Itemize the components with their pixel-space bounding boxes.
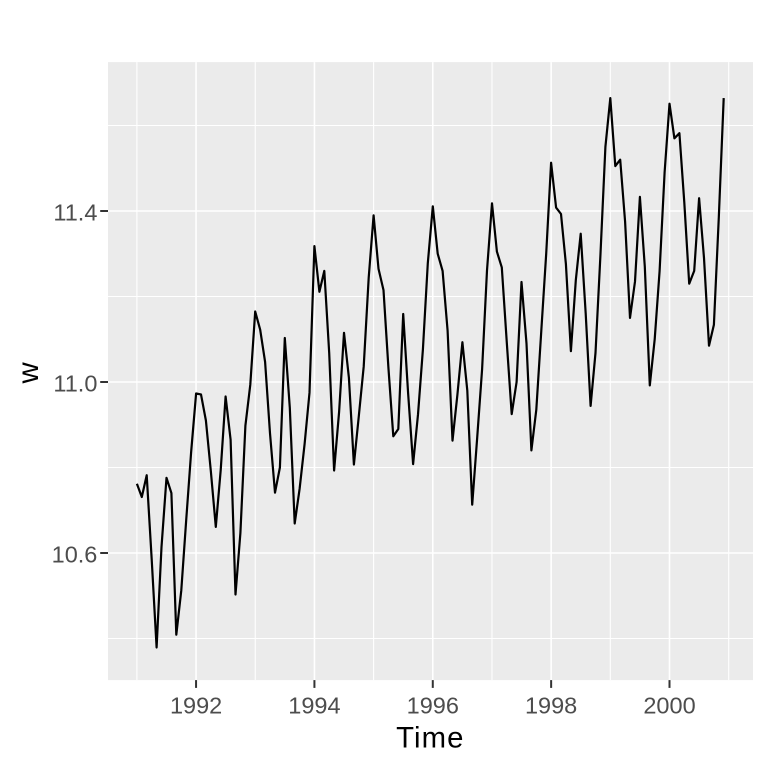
svg-text:2000: 2000 <box>643 693 695 719</box>
svg-text:w: w <box>12 361 45 384</box>
svg-text:1992: 1992 <box>170 693 222 719</box>
svg-text:10.6: 10.6 <box>52 541 98 567</box>
svg-text:11.4: 11.4 <box>53 199 97 225</box>
svg-text:1994: 1994 <box>288 693 340 719</box>
svg-text:Time: Time <box>396 721 464 754</box>
svg-text:11.0: 11.0 <box>53 370 97 396</box>
svg-text:1998: 1998 <box>525 693 577 719</box>
svg-text:1996: 1996 <box>407 693 459 719</box>
